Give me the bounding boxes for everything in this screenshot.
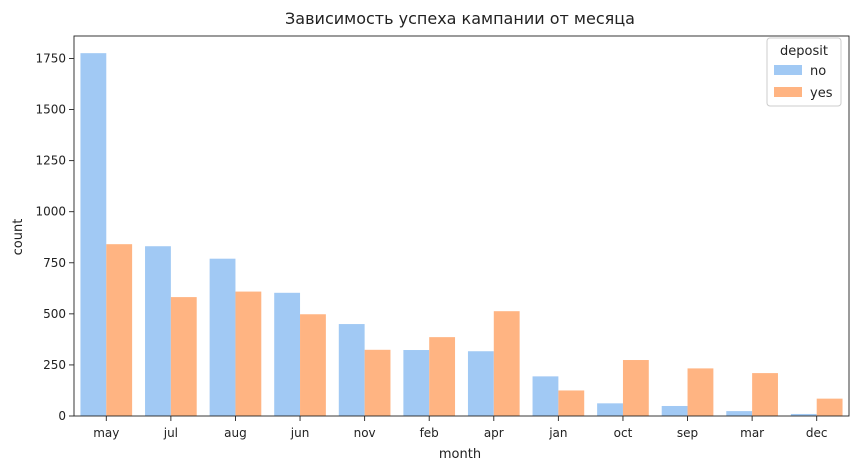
bar-yes-sep	[687, 368, 714, 416]
legend-swatch-no	[774, 65, 802, 75]
bar-yes-jun	[300, 314, 326, 416]
y-tick-label: 1500	[35, 103, 66, 117]
x-tick-label: aug	[224, 426, 247, 440]
x-tick-label: may	[93, 426, 119, 440]
legend-label-yes: yes	[810, 86, 833, 101]
bar-yes-feb	[429, 337, 456, 416]
y-tick-label: 1250	[35, 154, 66, 168]
bar-no-mar	[726, 411, 753, 416]
y-tick-label: 500	[43, 307, 66, 321]
bar-no-aug	[209, 258, 236, 416]
bar-yes-may	[106, 244, 133, 416]
bar-yes-nov	[364, 349, 391, 416]
bar-yes-aug	[235, 291, 262, 416]
y-axis: 0 250 500 750 1000 1250 1500 1750	[35, 51, 74, 423]
x-tick-label: jun	[290, 426, 310, 440]
plot-frame	[73, 35, 850, 417]
bar-yes-jul	[170, 297, 197, 416]
bar-yes-oct	[622, 360, 649, 416]
bar-yes-jan	[558, 390, 585, 416]
axes-group	[73, 35, 850, 417]
bar-no-apr	[467, 351, 494, 416]
legend: deposit no yes	[766, 37, 842, 107]
x-axis-title: month	[439, 447, 481, 462]
x-axis: may jul aug jun nov feb apr jan oct sep mar dec	[93, 416, 828, 440]
bar-yes-apr	[493, 311, 520, 416]
bar-yes-mar	[752, 373, 778, 416]
x-tick-label: oct	[614, 426, 633, 440]
bar-no-dec	[790, 413, 817, 416]
bars-group	[80, 53, 843, 417]
legend-label-no: no	[810, 64, 826, 79]
y-axis-title: count	[11, 219, 26, 256]
bar-no-jan	[532, 376, 559, 416]
y-tick-label: 0	[58, 409, 66, 423]
y-tick-label: 1750	[35, 51, 66, 65]
bar-no-sep	[661, 405, 688, 416]
chart-title: Зависимость успеха кампании от месяца	[285, 9, 635, 28]
legend-title: deposit	[780, 44, 828, 59]
bar-no-nov	[338, 324, 365, 416]
x-tick-label: nov	[354, 426, 376, 440]
bar-no-jun	[274, 292, 301, 416]
x-tick-label: sep	[677, 426, 698, 440]
bar-yes-dec	[816, 398, 843, 416]
x-tick-label: jul	[163, 426, 178, 440]
bar-no-may	[80, 53, 107, 417]
y-tick-label: 1000	[35, 205, 66, 219]
x-tick-label: apr	[484, 426, 504, 440]
bar-no-jul	[145, 246, 171, 416]
x-tick-label: jan	[548, 426, 567, 440]
legend-items: no yes	[774, 64, 833, 101]
bar-no-oct	[597, 403, 623, 416]
legend-swatch-yes	[774, 87, 802, 97]
x-tick-label: feb	[420, 426, 439, 440]
x-tick-label: mar	[740, 426, 764, 440]
bar-no-feb	[403, 350, 430, 416]
y-tick-label: 250	[43, 358, 66, 372]
x-tick-label: dec	[806, 426, 828, 440]
y-tick-label: 750	[43, 256, 66, 270]
